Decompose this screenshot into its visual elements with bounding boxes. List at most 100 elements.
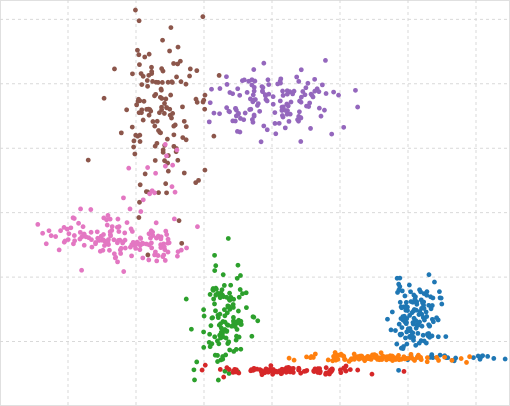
data-point: [172, 189, 178, 195]
data-point: [418, 357, 424, 363]
data-point: [251, 112, 257, 118]
data-point: [202, 106, 208, 112]
data-point: [137, 62, 142, 68]
data-point: [159, 107, 165, 113]
data-point: [319, 82, 325, 88]
data-point: [107, 247, 112, 253]
data-point: [404, 320, 409, 326]
data-point: [436, 358, 441, 363]
data-point: [404, 316, 410, 321]
data-point: [419, 311, 425, 317]
data-point: [222, 313, 228, 319]
data-point: [183, 137, 189, 143]
data-point: [250, 119, 256, 125]
data-point: [408, 351, 414, 357]
data-point: [272, 110, 278, 116]
data-point: [338, 370, 344, 376]
series-0-points: [350, 272, 508, 373]
data-point: [147, 191, 153, 197]
data-point: [238, 273, 243, 278]
data-point: [107, 216, 113, 222]
data-point: [323, 365, 329, 371]
data-point: [137, 235, 143, 241]
data-point: [395, 356, 400, 362]
data-point: [46, 228, 52, 234]
data-point: [94, 229, 100, 235]
data-point: [224, 74, 229, 80]
data-point: [145, 83, 150, 89]
data-point: [102, 243, 107, 248]
data-point: [238, 346, 244, 352]
data-point: [298, 139, 304, 144]
data-point: [35, 222, 41, 227]
data-point: [109, 224, 115, 229]
data-point: [211, 133, 217, 139]
data-point: [426, 272, 432, 278]
data-point: [169, 79, 175, 85]
data-point: [243, 290, 249, 296]
data-point: [427, 334, 433, 340]
data-point: [219, 287, 225, 293]
data-point: [202, 362, 208, 368]
data-point: [397, 299, 403, 305]
data-point: [394, 341, 400, 347]
data-point: [165, 236, 171, 242]
data-point: [121, 195, 126, 201]
data-point: [131, 138, 137, 144]
data-point: [141, 98, 147, 104]
data-point: [85, 157, 91, 163]
data-point: [156, 190, 161, 196]
data-point: [148, 235, 153, 241]
data-point: [202, 167, 208, 173]
data-point: [159, 66, 165, 72]
data-point: [485, 354, 491, 359]
data-point: [139, 82, 145, 87]
data-point: [143, 241, 149, 247]
data-point: [211, 296, 217, 302]
data-point: [217, 86, 223, 91]
data-point: [137, 132, 143, 138]
data-point: [136, 18, 142, 24]
data-point: [435, 334, 441, 340]
data-point: [355, 367, 361, 373]
data-point: [164, 153, 169, 159]
data-point: [66, 231, 72, 237]
data-point: [332, 350, 338, 355]
data-point: [355, 354, 361, 360]
data-point: [258, 369, 264, 375]
data-point: [105, 213, 111, 218]
data-point: [218, 325, 224, 331]
data-point: [81, 242, 87, 248]
data-point: [406, 282, 412, 288]
data-point: [236, 308, 241, 314]
data-point: [258, 139, 264, 145]
data-point: [170, 162, 176, 168]
data-point: [399, 325, 405, 330]
data-point: [201, 97, 207, 103]
data-point: [284, 368, 290, 374]
data-point: [260, 85, 266, 90]
data-point: [407, 313, 413, 318]
data-point: [401, 369, 407, 374]
data-point: [209, 86, 214, 92]
data-point: [201, 344, 207, 350]
data-point: [170, 111, 176, 116]
data-point: [158, 236, 164, 242]
data-point: [298, 67, 304, 73]
data-point: [401, 344, 406, 349]
data-point: [162, 163, 168, 169]
data-point: [312, 76, 318, 82]
data-point: [111, 237, 117, 243]
data-point: [421, 306, 427, 311]
data-point: [222, 368, 228, 374]
data-point: [442, 354, 448, 360]
data-point: [80, 224, 86, 230]
data-point: [327, 367, 333, 373]
data-point: [365, 356, 371, 361]
data-point: [390, 356, 395, 361]
data-point: [424, 292, 430, 298]
data-point: [135, 98, 141, 104]
data-point: [150, 229, 156, 235]
data-point: [424, 289, 430, 295]
